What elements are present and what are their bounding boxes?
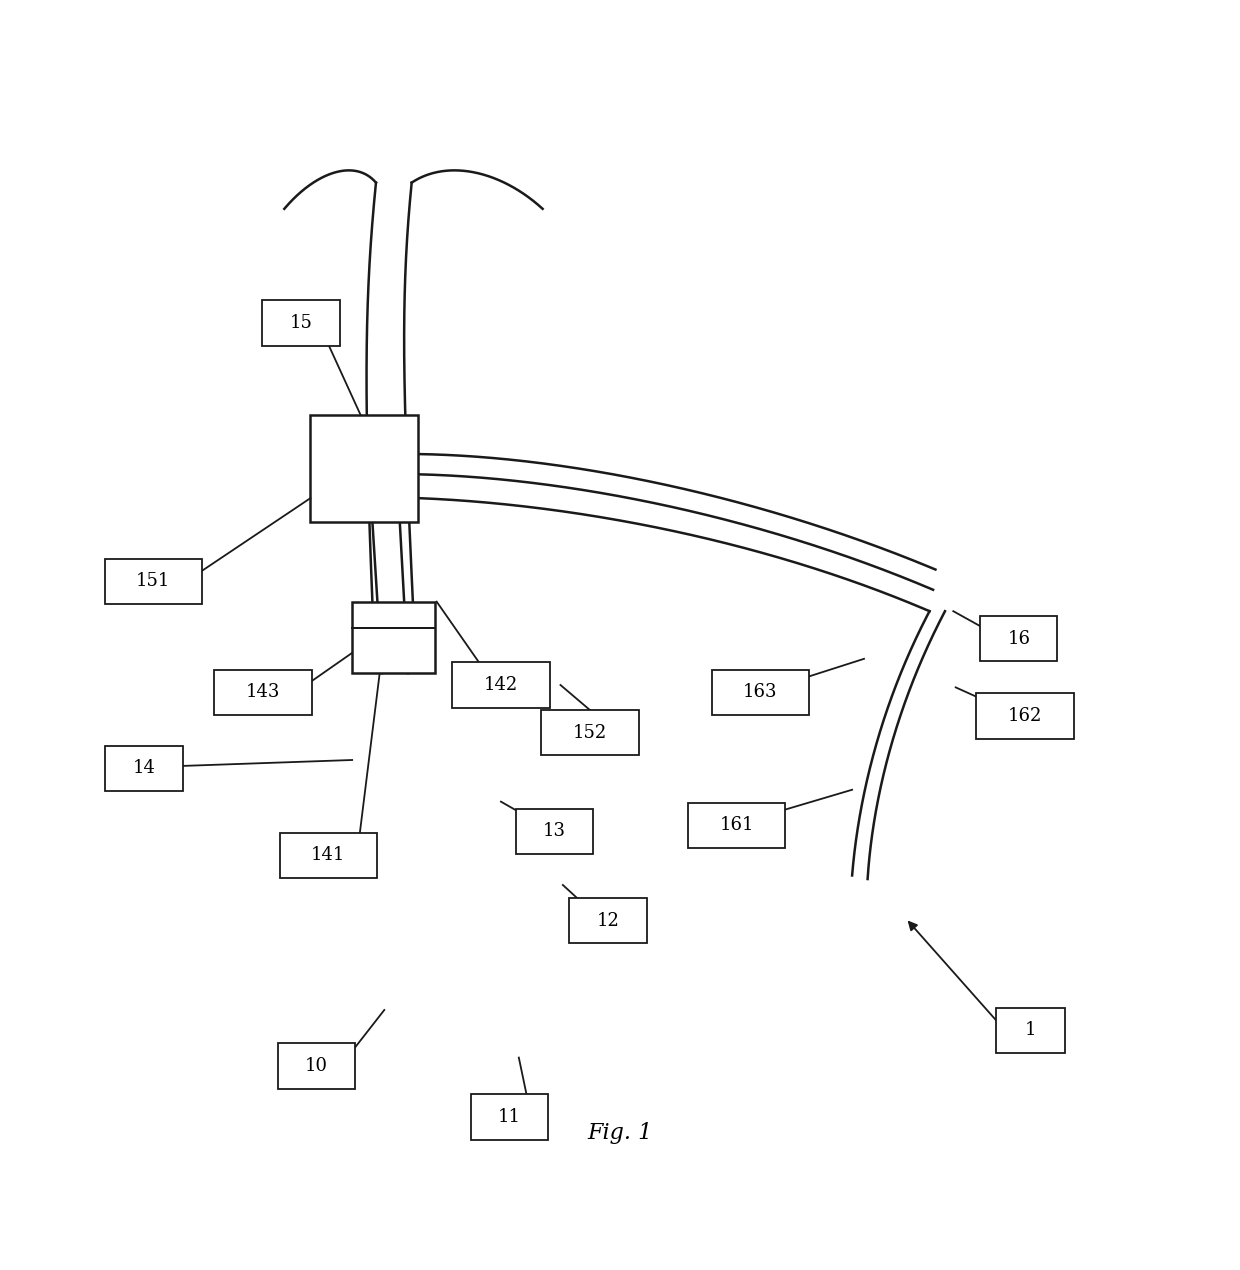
FancyBboxPatch shape — [688, 803, 785, 848]
FancyBboxPatch shape — [278, 1044, 355, 1088]
Text: Fig. 1: Fig. 1 — [588, 1121, 652, 1143]
FancyBboxPatch shape — [263, 301, 340, 345]
FancyBboxPatch shape — [105, 745, 182, 791]
Text: 13: 13 — [543, 823, 565, 841]
FancyBboxPatch shape — [712, 669, 810, 715]
Text: 16: 16 — [1007, 630, 1030, 648]
FancyBboxPatch shape — [453, 663, 549, 707]
FancyBboxPatch shape — [471, 1095, 548, 1139]
Text: 1: 1 — [1025, 1021, 1037, 1039]
Text: 151: 151 — [136, 573, 171, 591]
Text: 11: 11 — [497, 1109, 521, 1126]
FancyBboxPatch shape — [976, 693, 1074, 739]
FancyBboxPatch shape — [516, 809, 593, 853]
Text: 10: 10 — [305, 1057, 327, 1074]
Text: 12: 12 — [596, 912, 620, 930]
Text: 161: 161 — [719, 817, 754, 834]
FancyBboxPatch shape — [310, 415, 418, 522]
Text: 14: 14 — [133, 759, 155, 777]
FancyBboxPatch shape — [996, 1007, 1065, 1053]
Text: 15: 15 — [289, 314, 312, 333]
Text: 142: 142 — [484, 676, 518, 693]
Text: 143: 143 — [246, 683, 280, 701]
Text: 141: 141 — [311, 846, 346, 864]
Text: 162: 162 — [1008, 707, 1042, 725]
Text: 163: 163 — [743, 683, 777, 701]
FancyBboxPatch shape — [569, 898, 647, 944]
FancyBboxPatch shape — [279, 833, 377, 878]
FancyBboxPatch shape — [104, 559, 202, 605]
Text: 152: 152 — [573, 724, 608, 742]
FancyBboxPatch shape — [215, 669, 311, 715]
FancyBboxPatch shape — [352, 602, 435, 673]
FancyBboxPatch shape — [542, 710, 639, 756]
FancyBboxPatch shape — [980, 616, 1058, 662]
